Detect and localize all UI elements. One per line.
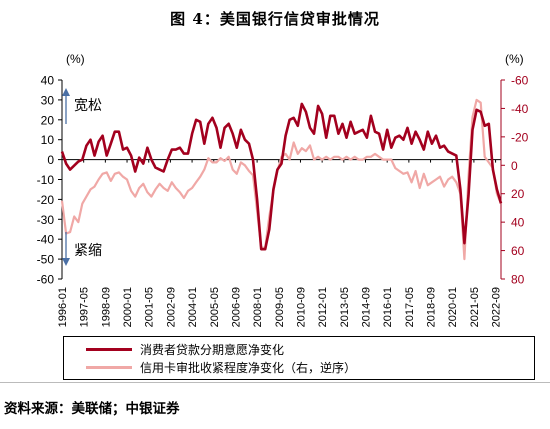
series-lines xyxy=(60,98,503,261)
x-tick-label: 2005-05 xyxy=(209,287,221,327)
arrow-up-head xyxy=(62,88,70,96)
left-tick-label: -60 xyxy=(37,273,55,287)
x-tick-label: 2006-09 xyxy=(230,287,242,327)
x-tick-label: 2018-09 xyxy=(426,287,438,327)
x-tick-label: 2002-09 xyxy=(165,287,177,327)
right-tick-label: -60 xyxy=(511,74,529,88)
x-tick-label: 2012-01 xyxy=(317,287,329,327)
x-tick-label: 2008-01 xyxy=(252,287,264,327)
x-tick-label: 2013-05 xyxy=(339,287,351,327)
left-tick-label: 10 xyxy=(41,133,55,147)
right-tick-label: 20 xyxy=(511,187,525,201)
annotation-down-label: 紧缩 xyxy=(74,243,102,259)
x-tick-label: 2022-09 xyxy=(491,287,503,327)
legend-item-series2: 信用卡审批收紧程度净变化（右，逆序） xyxy=(86,358,356,376)
right-tick-label: 80 xyxy=(511,273,525,287)
divider xyxy=(0,382,550,383)
legend-item-series1: 消费者贷款分期意愿净变化 xyxy=(86,340,284,358)
source-note: 资料来源：美联储；中银证券 xyxy=(4,401,180,417)
x-tick-label: 1997-05 xyxy=(79,287,91,327)
left-axis-unit: (%) xyxy=(66,52,85,66)
x-axis: 1996-01 1997-05 1998-09 2000-01 2001-05 2002-… xyxy=(57,159,503,327)
right-tick-label: -20 xyxy=(511,130,529,144)
figure-title: 图 4：美国银行信贷审批情况 xyxy=(170,10,380,28)
dual-axis-line-chart: 40 30 20 10 0 -10 -20 -30 -40 -50 -60 (%) -60 -40 -20… xyxy=(37,52,529,327)
x-tick-label: 2001-05 xyxy=(144,287,156,327)
right-tick-label: -40 xyxy=(511,102,529,116)
legend: 消费者贷款分期意愿净变化 信用卡审批收紧程度净变化（右，逆序） xyxy=(63,336,535,380)
x-tick-label: 1996-01 xyxy=(57,287,69,327)
x-tick-label: 2021-05 xyxy=(469,287,481,327)
left-tick-label: 40 xyxy=(41,74,55,88)
arrow-down-head xyxy=(62,258,70,266)
x-tick-label: 2016-01 xyxy=(382,287,394,327)
right-axis-unit: (%) xyxy=(505,52,524,66)
legend-label-series1: 消费者贷款分期意愿净变化 xyxy=(140,342,285,357)
x-tick-label: 2020-01 xyxy=(447,287,459,327)
series-line-consumer-loans xyxy=(60,102,503,251)
right-y-axis: -60 -40 -20 0 20 40 60 80 (%) xyxy=(500,52,529,287)
left-tick-label: -30 xyxy=(37,213,55,227)
x-tick-label: 2010-09 xyxy=(295,287,307,327)
x-tick-label: 2014-09 xyxy=(361,287,373,327)
x-tick-label: 2017-05 xyxy=(404,287,416,327)
x-tick-label: 2000-01 xyxy=(122,287,134,327)
left-y-axis: 40 30 20 10 0 -10 -20 -30 -40 -50 -60 (%) xyxy=(37,52,85,287)
series-line-credit-card xyxy=(60,98,503,261)
left-tick-label: -20 xyxy=(37,193,55,207)
left-tick-label: -40 xyxy=(37,233,55,247)
legend-swatch-series2 xyxy=(86,365,132,369)
left-tick-label: -10 xyxy=(37,173,55,187)
right-tick-label: 40 xyxy=(511,216,525,230)
right-tick-label: 60 xyxy=(511,244,525,258)
left-tick-label: 30 xyxy=(41,93,55,107)
annotation-up-label: 宽松 xyxy=(74,97,102,114)
left-tick-label: 0 xyxy=(47,153,54,167)
left-tick-label: 20 xyxy=(41,113,55,127)
legend-swatch-series1 xyxy=(86,347,132,351)
legend-label-series2: 信用卡审批收紧程度净变化（右，逆序） xyxy=(140,360,357,375)
x-tick-label: 1998-09 xyxy=(100,287,112,327)
left-tick-label: -50 xyxy=(37,253,55,267)
x-tick-label: 2004-01 xyxy=(187,287,199,327)
right-tick-label: 0 xyxy=(511,159,518,173)
x-tick-label: 2009-05 xyxy=(274,287,286,327)
